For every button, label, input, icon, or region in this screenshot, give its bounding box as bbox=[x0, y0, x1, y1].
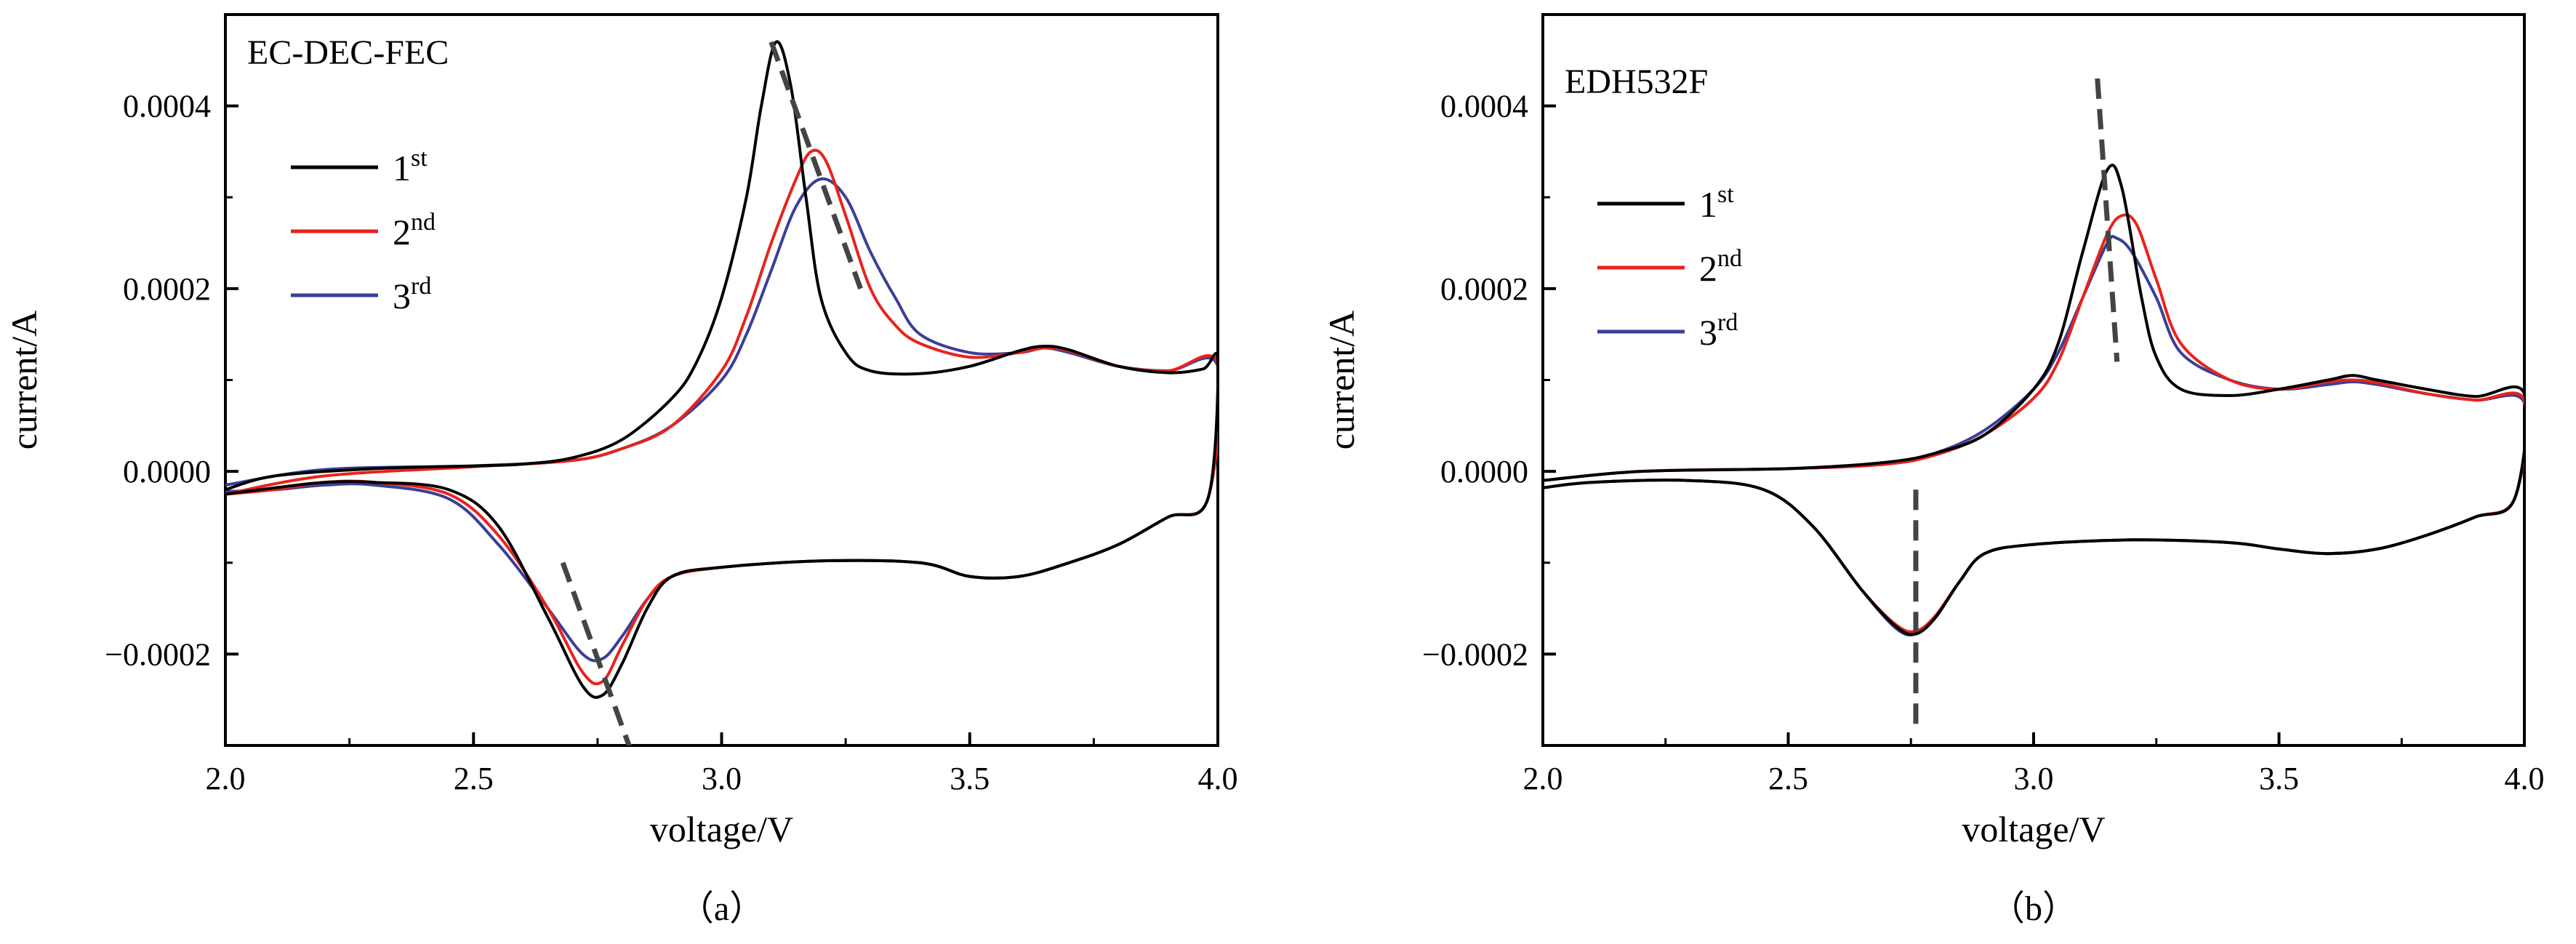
series-line-2nd bbox=[225, 148, 1218, 686]
legend-label-3rd: 3rd bbox=[393, 273, 431, 316]
y-tick-label: −0.0002 bbox=[105, 636, 211, 672]
y-tick-label: 0.0002 bbox=[1440, 271, 1528, 307]
y-tick-label: 0.0002 bbox=[123, 271, 211, 307]
peak-shift-guide bbox=[2095, 78, 2120, 362]
x-axis-label: voltage/V bbox=[1962, 809, 2105, 849]
series-line-1st bbox=[225, 40, 1218, 699]
legend: 1st 2nd 3rd bbox=[291, 145, 436, 316]
series-line-2nd bbox=[1543, 213, 2524, 633]
legend-label-1st: 1st bbox=[1699, 181, 1734, 225]
legend: 1st 2nd 3rd bbox=[1597, 181, 1742, 353]
legend-label-2nd: 2nd bbox=[1699, 245, 1742, 289]
y-tick-label: 0.0004 bbox=[123, 89, 211, 124]
panel-title: EDH532F bbox=[1565, 63, 1708, 101]
series-line-3rd bbox=[1543, 235, 2524, 637]
legend-label-2nd: 2nd bbox=[393, 209, 436, 252]
peak-shift-guide bbox=[769, 41, 863, 290]
y-tick-label: 0.0000 bbox=[123, 454, 211, 489]
x-tick-label: 4.0 bbox=[1198, 761, 1238, 796]
panel-caption: （b） bbox=[1990, 889, 2077, 928]
x-axis-label: voltage/V bbox=[650, 809, 793, 849]
y-tick-label: −0.0002 bbox=[1422, 636, 1528, 672]
x-tick-label: 2.5 bbox=[1768, 761, 1808, 796]
y-tick-label: 0.0004 bbox=[1440, 89, 1528, 124]
x-tick-label: 3.0 bbox=[2014, 761, 2054, 796]
series-line-3rd bbox=[225, 177, 1218, 663]
series-line-1st bbox=[1543, 164, 2524, 636]
x-tick-label: 2.0 bbox=[206, 761, 246, 796]
x-tick-label: 3.5 bbox=[950, 761, 990, 796]
y-axis-label: current/A bbox=[1321, 311, 1362, 450]
legend-label-3rd: 3rd bbox=[1699, 309, 1738, 353]
x-tick-label: 2.0 bbox=[1523, 761, 1563, 796]
y-axis-label: current/A bbox=[4, 311, 44, 450]
peak-shift-guide bbox=[560, 561, 632, 745]
chart-panel-b: 2.0 2.5 3.0 3.5 4.0 −0.0002 0.0000 0.0002 0.0004… bbox=[1321, 13, 2545, 928]
x-tick-label: 3.0 bbox=[702, 761, 742, 796]
panel-caption: （a） bbox=[679, 889, 764, 928]
chart-panel-a: 2.0 2.5 3.0 3.5 4.0 −0.0002 0.0000 0.0002 0.0004… bbox=[4, 13, 1238, 928]
panel-title: EC-DEC-FEC bbox=[247, 33, 449, 72]
y-tick-label: 0.0000 bbox=[1440, 454, 1528, 489]
legend-label-1st: 1st bbox=[393, 145, 428, 188]
x-tick-label: 4.0 bbox=[2505, 761, 2545, 796]
x-tick-label: 3.5 bbox=[2259, 761, 2299, 796]
x-tick-label: 2.5 bbox=[454, 761, 494, 796]
